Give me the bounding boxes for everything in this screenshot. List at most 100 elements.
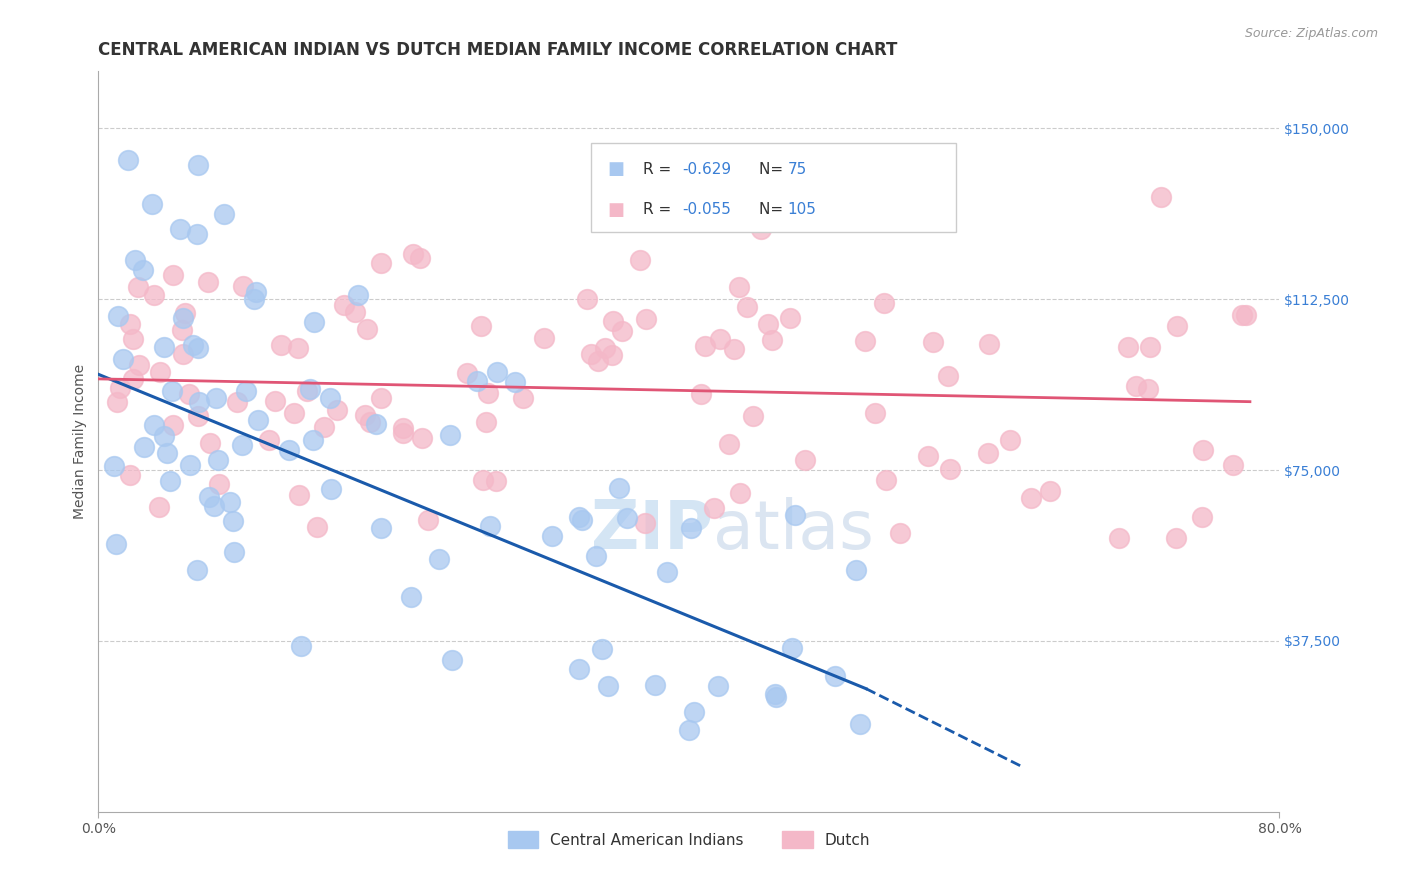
Point	[602, 313, 624, 327]
Point	[143, 418, 166, 433]
Point	[1116, 340, 1139, 354]
Point	[186, 227, 208, 241]
Point	[399, 590, 422, 604]
Point	[441, 653, 464, 667]
Point	[585, 549, 607, 564]
Point	[278, 443, 301, 458]
Point	[231, 437, 253, 451]
Point	[485, 366, 508, 380]
Point	[1166, 532, 1188, 546]
Text: N=: N=	[759, 202, 789, 217]
Point	[936, 369, 959, 384]
Point	[298, 382, 321, 396]
Point	[780, 640, 803, 655]
Point	[204, 391, 226, 405]
Point	[105, 394, 128, 409]
Point	[1039, 483, 1062, 498]
Point	[1166, 318, 1188, 333]
Point	[118, 317, 141, 331]
Point	[187, 159, 209, 173]
Point	[1222, 458, 1244, 472]
Point	[222, 544, 245, 558]
Text: -0.629: -0.629	[682, 162, 731, 177]
Point	[356, 322, 378, 336]
Point	[344, 305, 367, 319]
Text: CENTRAL AMERICAN INDIAN VS DUTCH MEDIAN FAMILY INCOME CORRELATION CHART: CENTRAL AMERICAN INDIAN VS DUTCH MEDIAN …	[98, 41, 898, 59]
Point	[411, 431, 433, 445]
Point	[655, 565, 678, 579]
Point	[1191, 442, 1213, 457]
Point	[917, 449, 939, 463]
Point	[717, 437, 740, 451]
Point	[889, 526, 911, 541]
Point	[181, 338, 204, 352]
Point	[283, 406, 305, 420]
Point	[678, 723, 700, 737]
Point	[593, 341, 616, 355]
Point	[855, 195, 877, 210]
Point	[456, 366, 478, 380]
Point	[756, 317, 779, 331]
Point	[598, 679, 620, 693]
Point	[243, 292, 266, 306]
Point	[998, 433, 1021, 447]
Point	[288, 488, 311, 502]
Point	[153, 429, 176, 443]
Point	[616, 511, 638, 525]
Point	[703, 501, 725, 516]
Point	[245, 285, 267, 300]
Legend: Central American Indians, Dutch: Central American Indians, Dutch	[501, 823, 877, 856]
Point	[709, 332, 731, 346]
Point	[347, 288, 370, 302]
Point	[505, 376, 527, 390]
Point	[796, 153, 818, 168]
Point	[728, 280, 751, 294]
Point	[1191, 510, 1213, 524]
Point	[169, 221, 191, 235]
Point	[794, 452, 817, 467]
Point	[198, 490, 221, 504]
Text: ZIP: ZIP	[591, 498, 713, 564]
Text: -0.055: -0.055	[682, 202, 731, 217]
Point	[208, 477, 231, 491]
Text: atlas: atlas	[713, 498, 873, 564]
Point	[219, 495, 242, 509]
Point	[370, 255, 392, 269]
Point	[977, 337, 1000, 351]
Point	[824, 669, 846, 683]
Point	[197, 275, 219, 289]
Point	[186, 341, 208, 355]
Point	[541, 529, 564, 543]
Point	[353, 408, 375, 422]
Point	[735, 300, 758, 314]
Point	[111, 351, 134, 366]
Point	[105, 536, 128, 550]
Point	[186, 563, 208, 577]
Point	[301, 434, 323, 448]
Point	[873, 295, 896, 310]
Point	[212, 207, 235, 221]
Point	[143, 287, 166, 301]
Point	[392, 421, 415, 435]
Text: N=: N=	[759, 162, 789, 177]
Point	[287, 341, 309, 355]
Point	[863, 406, 886, 420]
Point	[602, 348, 624, 362]
Point	[610, 324, 633, 338]
Point	[751, 222, 773, 236]
Point	[304, 315, 326, 329]
Point	[765, 690, 787, 704]
Point	[567, 510, 589, 524]
Point	[319, 482, 342, 496]
Point	[149, 365, 172, 379]
Point	[333, 298, 356, 312]
Text: Source: ZipAtlas.com: Source: ZipAtlas.com	[1244, 27, 1378, 40]
Point	[1108, 531, 1130, 545]
Point	[533, 331, 555, 345]
Point	[478, 519, 501, 533]
Point	[690, 387, 713, 401]
Point	[634, 516, 657, 530]
Point	[1125, 379, 1147, 393]
Point	[921, 334, 943, 349]
Point	[117, 153, 139, 168]
